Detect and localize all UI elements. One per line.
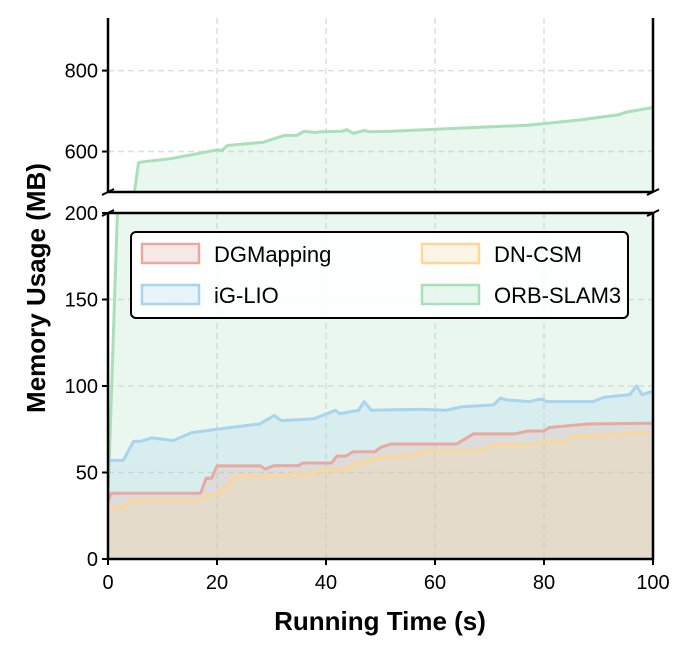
y-tick-label: 100 — [65, 376, 98, 398]
y-axis-label: Memory Usage (MB) — [21, 163, 51, 413]
x-tick-label: 80 — [533, 572, 555, 594]
legend-box — [130, 231, 629, 319]
y-tick-label: 50 — [76, 463, 98, 485]
x-tick-label: 0 — [102, 572, 113, 594]
legend-label: iG-LIO — [214, 283, 279, 308]
area-orb-slam3 — [134, 107, 653, 192]
top-panel-series — [132, 105, 653, 192]
line-ig-lio — [108, 384, 653, 462]
x-tick-label: 60 — [424, 572, 446, 594]
legend-swatch — [140, 283, 201, 306]
x-tick-label: 100 — [636, 572, 669, 594]
legend-label: DN-CSM — [494, 242, 582, 267]
legend-label: DGMapping — [214, 242, 331, 267]
x-tick-label: 40 — [315, 572, 337, 594]
line-dgmapping — [108, 421, 653, 503]
axes: 600 800 0 50 100 150 200 0 20 40 60 80 100 — [65, 18, 670, 594]
line-orb-slam3 — [132, 105, 653, 192]
axis-break-mark — [646, 188, 660, 196]
legend-swatch — [140, 242, 201, 265]
y-tick-label: 600 — [65, 142, 98, 164]
y-tick-label: 0 — [87, 549, 98, 571]
axis-break-mark — [101, 188, 115, 196]
axis-break-mark — [646, 209, 660, 217]
area-dgmapping — [108, 423, 653, 559]
area-ig-lio — [108, 386, 653, 559]
x-axis-label: Running Time (s) — [274, 606, 486, 636]
legend-label: ORB-SLAM3 — [494, 283, 621, 308]
legend-swatch — [420, 283, 481, 306]
y-tick-label: 800 — [65, 61, 98, 83]
y-tick-label: 200 — [65, 203, 98, 225]
legend: DGMapping DN-CSM iG-LIO ORB-SLAM3 — [130, 231, 629, 319]
area-dn-csm — [108, 432, 653, 559]
grid-lines — [108, 18, 653, 559]
line-dn-csm — [108, 431, 653, 510]
x-tick-label: 20 — [206, 572, 228, 594]
legend-swatch — [420, 242, 481, 265]
y-tick-label: 150 — [65, 290, 98, 312]
